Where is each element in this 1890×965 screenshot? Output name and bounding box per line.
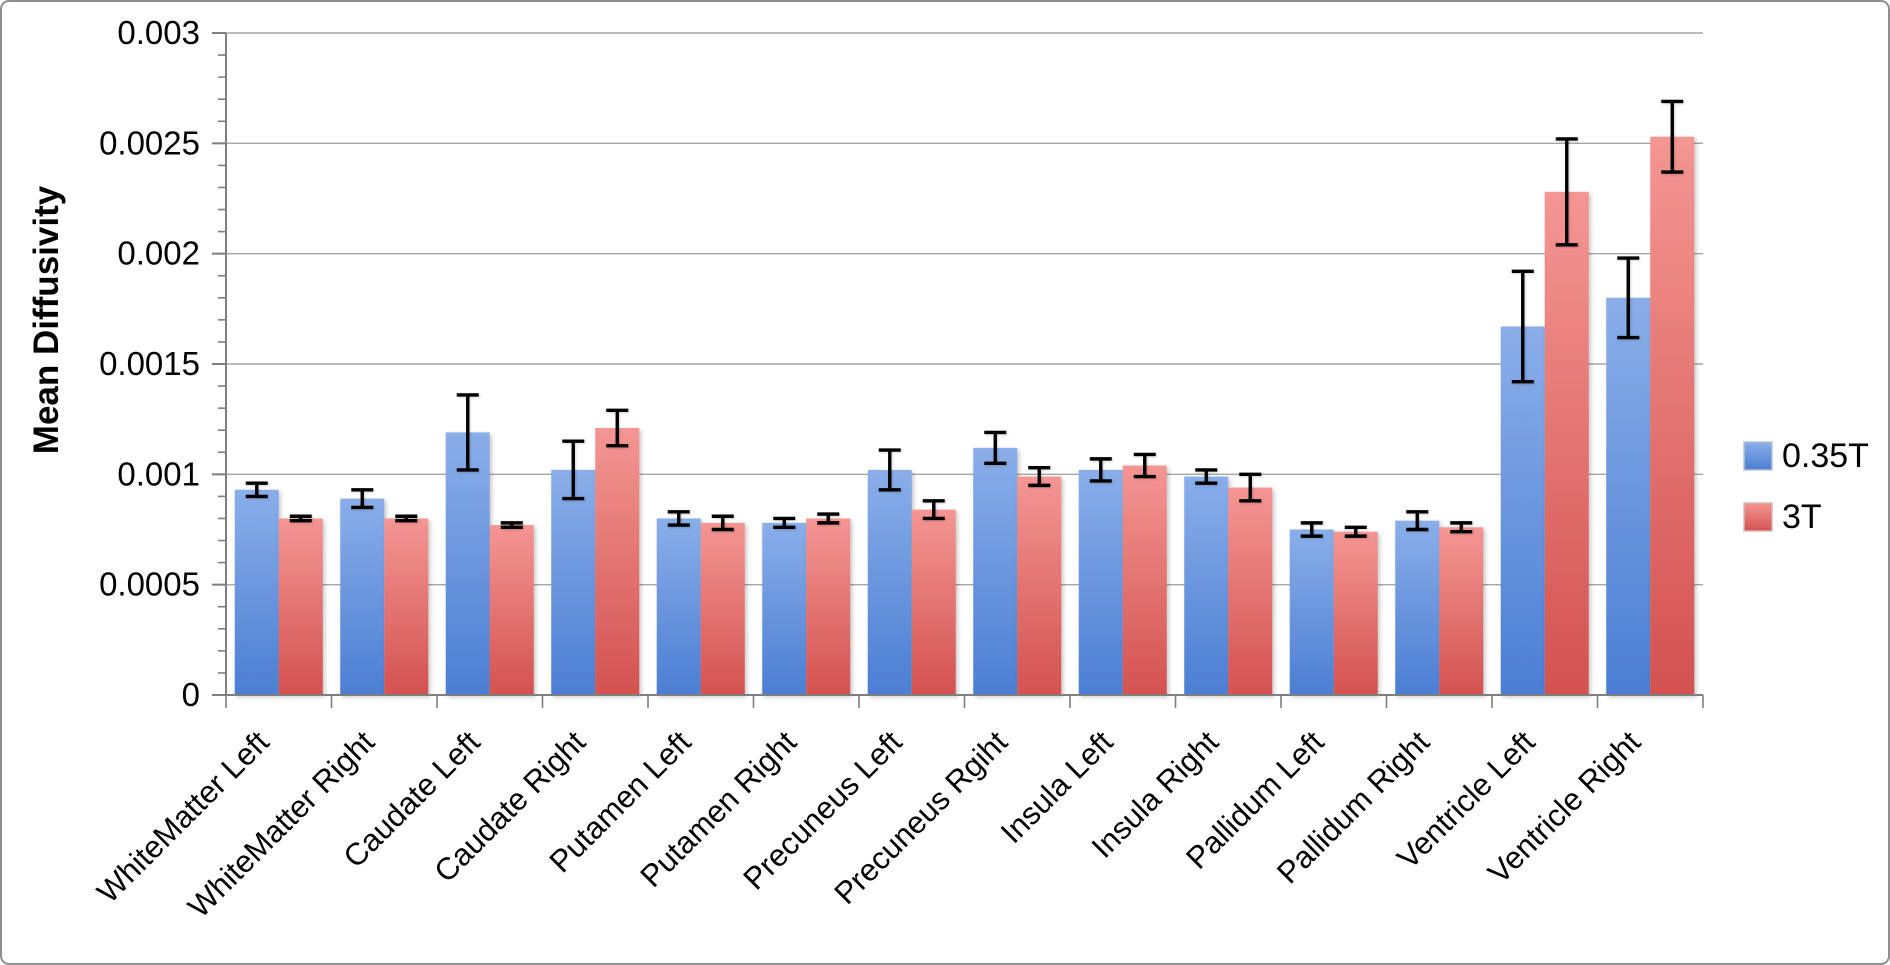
error-bar bbox=[711, 514, 734, 532]
bar-0.35T bbox=[762, 522, 807, 695]
x-tick-label: WhiteMatter Right bbox=[181, 724, 381, 924]
y-tick-label: 0 bbox=[182, 676, 200, 713]
bar-3T bbox=[1333, 531, 1378, 695]
error-bar bbox=[1300, 521, 1323, 538]
error-bar bbox=[1239, 472, 1262, 503]
bar-3T bbox=[911, 509, 956, 695]
y-axis-title: Mean Diffusivity bbox=[27, 185, 66, 454]
error-bar bbox=[1195, 468, 1218, 485]
bars bbox=[234, 136, 1695, 696]
bar-0.35T bbox=[867, 469, 912, 695]
error-bar bbox=[878, 448, 901, 492]
y-tick-label: 0.001 bbox=[117, 455, 200, 492]
error-bar bbox=[456, 393, 479, 472]
error-bar bbox=[562, 439, 585, 501]
bar-0.35T bbox=[1606, 297, 1651, 695]
bar-0.35T bbox=[1500, 326, 1545, 695]
y-tick-label: 0.0015 bbox=[99, 345, 200, 382]
error-bar bbox=[817, 512, 840, 525]
bar-3T bbox=[1544, 191, 1589, 695]
legend-label-3T: 3T bbox=[1782, 498, 1822, 536]
y-tick-labels: 0 0.0005 0.001 0.0015 0.002 0.0025 0.003 bbox=[99, 14, 200, 713]
error-bar bbox=[1028, 466, 1051, 488]
bar-3T bbox=[806, 518, 851, 695]
bar-0.35T bbox=[1395, 520, 1440, 695]
error-bar bbox=[1406, 510, 1429, 532]
bar-3T bbox=[384, 518, 429, 695]
error-bars bbox=[245, 99, 1684, 538]
y-tick-label: 0.0025 bbox=[99, 124, 200, 161]
error-bar bbox=[1450, 521, 1473, 534]
error-bar bbox=[351, 488, 374, 510]
legend: 0.35T 3T bbox=[1743, 437, 1869, 536]
bar-3T bbox=[1017, 476, 1062, 695]
bar-0.35T bbox=[234, 489, 279, 695]
error-bar bbox=[1661, 99, 1684, 174]
bar-3T bbox=[700, 522, 745, 695]
bar-3T bbox=[1650, 136, 1695, 696]
bar-3T bbox=[1439, 527, 1484, 695]
error-bar bbox=[922, 499, 945, 521]
bar-0.35T bbox=[1289, 529, 1334, 695]
error-bar bbox=[773, 516, 796, 529]
bar-0.35T bbox=[656, 518, 701, 695]
bar-0.35T bbox=[340, 498, 385, 695]
y-tick-label: 0.003 bbox=[117, 14, 200, 51]
error-bar bbox=[1555, 137, 1578, 247]
bar-0.35T bbox=[1078, 469, 1123, 695]
legend-swatch-3T bbox=[1743, 502, 1773, 532]
error-bar bbox=[606, 408, 629, 448]
error-bar bbox=[1089, 457, 1112, 483]
bar-3T bbox=[489, 525, 534, 695]
error-bar bbox=[500, 521, 523, 529]
bar-0.35T bbox=[551, 469, 596, 695]
error-bar bbox=[1617, 256, 1640, 340]
bar-0.35T bbox=[445, 432, 490, 695]
legend-label-035T: 0.35T bbox=[1782, 437, 1869, 475]
error-bar bbox=[395, 514, 418, 523]
error-bar bbox=[667, 510, 690, 527]
error-bar bbox=[984, 430, 1007, 465]
error-bar bbox=[1133, 452, 1156, 479]
error-bar bbox=[1344, 525, 1367, 538]
error-bar bbox=[289, 514, 312, 523]
axes bbox=[212, 32, 1704, 708]
error-bar bbox=[1511, 269, 1534, 384]
bar-3T bbox=[595, 427, 640, 695]
bar-0.35T bbox=[1184, 476, 1229, 695]
y-tick-label: 0.0005 bbox=[99, 566, 200, 603]
bar-3T bbox=[1122, 465, 1167, 695]
legend-swatch-035T bbox=[1743, 441, 1773, 471]
bar-3T bbox=[278, 518, 323, 695]
y-tick-label: 0.002 bbox=[117, 235, 200, 272]
bar-0.35T bbox=[973, 447, 1018, 695]
error-bar bbox=[245, 481, 268, 499]
bar-3T bbox=[1228, 487, 1273, 695]
